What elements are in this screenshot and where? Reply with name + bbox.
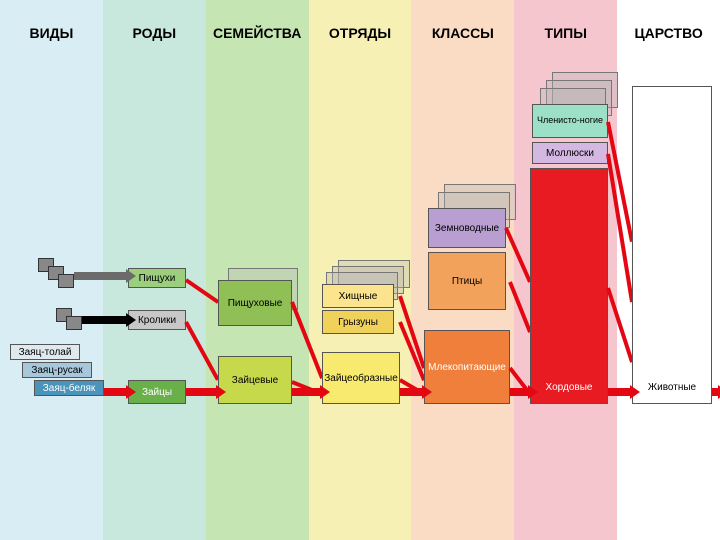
- family-card-0: Пищуховые: [218, 280, 292, 326]
- family-card-1: Зайцевые: [218, 356, 292, 404]
- phylum-card-0: Членисто-ногие: [532, 104, 608, 138]
- order-card-2: Зайцеобразные: [322, 352, 400, 404]
- species-card-2: Заяц-беляк: [34, 380, 104, 396]
- header-vidy: ВИДЫ: [0, 25, 103, 41]
- header-semeystva: СЕМЕЙСТВА: [206, 25, 309, 41]
- header-tipy: ТИПЫ: [514, 25, 617, 41]
- kingdom-card: Животные: [632, 86, 712, 404]
- class-card-1: Птицы: [428, 252, 506, 310]
- species-card-0: Заяц-толай: [10, 344, 80, 360]
- taxonomy-diagram: { "layout":{"width":720,"height":540,"co…: [0, 0, 720, 540]
- header-tsarstvo: ЦАРСТВО: [617, 25, 720, 41]
- genus-card-0: Пищухи: [128, 268, 186, 288]
- class-card-2: Млекопитающие: [424, 330, 510, 404]
- arrow-red: [712, 388, 720, 396]
- species-card-1: Заяц-русак: [22, 362, 92, 378]
- arrow-gray: [74, 272, 128, 280]
- genus-card-2: Зайцы: [128, 380, 186, 404]
- arrow-red: [292, 388, 322, 396]
- phylum-card-1: Моллюски: [532, 142, 608, 164]
- arrow-red: [104, 388, 128, 396]
- arrow-red: [608, 388, 632, 396]
- arrow-red: [510, 388, 530, 396]
- phylum-card-2: Хордовые: [530, 168, 608, 404]
- order-card-0: Хищные: [322, 284, 394, 308]
- species-icon: [66, 316, 82, 330]
- header-otryady: ОТРЯДЫ: [309, 25, 412, 41]
- order-card-1: Грызуны: [322, 310, 394, 334]
- header-klassy: КЛАССЫ: [411, 25, 514, 41]
- header-rody: РОДЫ: [103, 25, 206, 41]
- species-icon: [58, 274, 74, 288]
- arrow-black: [82, 316, 128, 324]
- genus-card-1: Кролики: [128, 310, 186, 330]
- arrow-red: [400, 388, 424, 396]
- class-card-0: Земноводные: [428, 208, 506, 248]
- arrow-red: [186, 388, 218, 396]
